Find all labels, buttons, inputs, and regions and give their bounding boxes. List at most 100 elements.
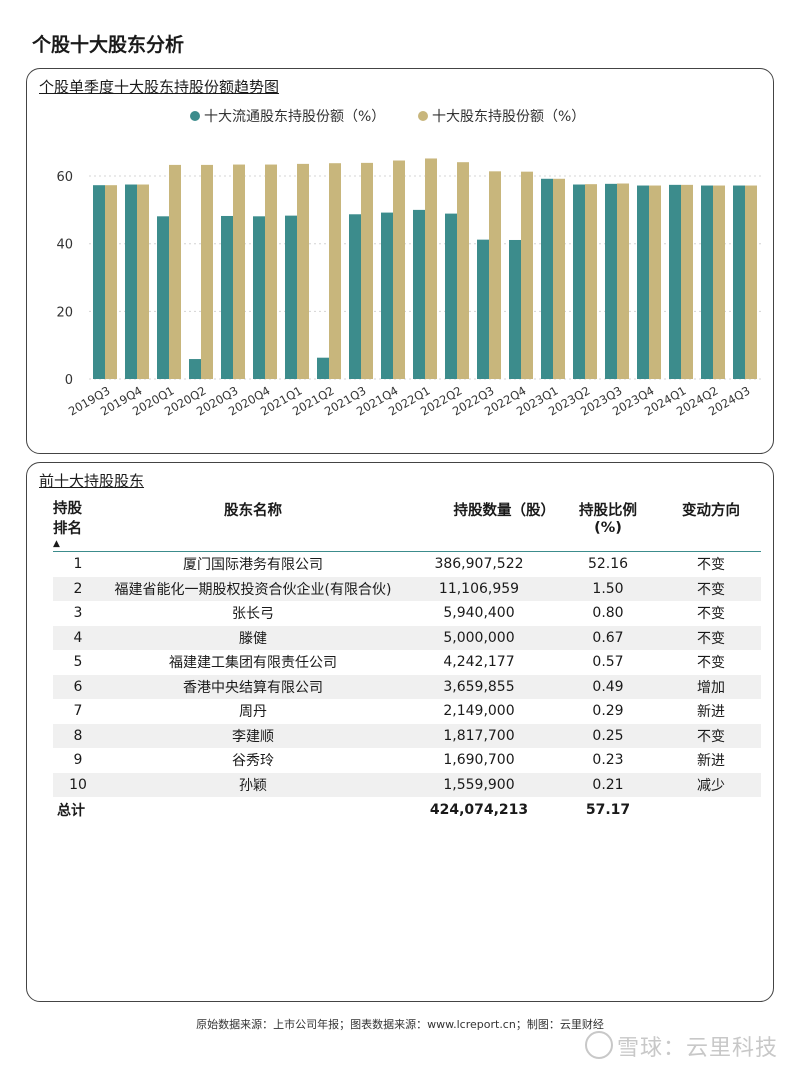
pct-cell: 0.21 [555, 772, 661, 797]
bar-top-holders [233, 164, 245, 379]
table-row[interactable]: 1 厦门国际港务有限公司 386,907,522 52.16 不变 [53, 552, 761, 577]
pct-cell: 0.25 [555, 723, 661, 748]
shares-cell: 5,940,400 [443, 605, 515, 622]
pct-cell: 0.67 [555, 625, 661, 650]
rank-header[interactable]: 持股 排名 ▲ [53, 499, 103, 552]
pct-cell: 0.23 [592, 752, 624, 769]
table-row[interactable]: 4 滕健 5,000,000 0.67 不变 [53, 625, 761, 650]
shares-cell: 2,149,000 [443, 703, 515, 720]
bar-float-holders [221, 215, 233, 379]
total-direction-empty [661, 797, 761, 823]
bar-float-holders [445, 213, 457, 379]
rank-cell: 3 [73, 605, 83, 622]
name-cell: 福建省能化一期股权投资合伙企业(有限合伙) [103, 576, 403, 601]
bar-top-holders [361, 162, 373, 379]
bar-top-holders [297, 163, 309, 379]
bar-float-holders [125, 184, 137, 379]
rank-cell: 7 [73, 703, 83, 720]
table-title: 前十大持股股东 [39, 472, 145, 490]
direction-cell: 增加 [661, 674, 761, 699]
bar-top-holders [681, 184, 693, 379]
pct-cell: 1.50 [555, 576, 661, 601]
bar-top-holders [521, 171, 533, 379]
bar-float-holders [605, 183, 617, 379]
rank-header-line1: 持股 [53, 501, 82, 517]
table-row[interactable]: 5 福建建工集团有限责任公司 4,242,177 0.57 不变 [53, 650, 761, 675]
chart-title: 个股单季度十大股东持股份额趋势图 [39, 78, 280, 96]
rank-cell: 1 [73, 556, 83, 573]
bar-float-holders [157, 216, 169, 379]
y-tick-label: 20 [56, 305, 73, 320]
bar-top-holders [745, 185, 757, 379]
y-tick-label: 60 [56, 170, 73, 185]
table-body: 1 厦门国际港务有限公司 386,907,522 52.16 不变 2 福建省能化一期股权投… [53, 552, 761, 797]
table-row[interactable]: 9 谷秀玲 1,690,700 0.23 新进 [53, 748, 761, 773]
watermark: 雪球：云里科技 [584, 1030, 778, 1062]
bar-top-holders [489, 171, 501, 379]
bar-float-holders [637, 185, 649, 379]
rank-cell: 2 [53, 576, 103, 601]
direction-cell: 不变 [661, 625, 761, 650]
direction-header[interactable]: 变动方向 [682, 503, 740, 519]
page-title: 个股十大股东分析 [32, 34, 185, 56]
direction-cell: 不变 [697, 655, 725, 672]
legend-label: 十大流通股东持股份额（%） [204, 109, 385, 125]
name-cell: 香港中央结算有限公司 [103, 674, 403, 699]
bar-float-holders [477, 239, 489, 379]
table-row[interactable]: 8 李建顺 1,817,700 0.25 不变 [53, 723, 761, 748]
watermark-text: 雪球：云里科技 [616, 1036, 778, 1061]
direction-cell: 不变 [697, 606, 725, 623]
bar-top-holders [713, 185, 725, 379]
legend-label: 十大股东持股份额（%） [432, 109, 585, 125]
shares-cell: 386,907,522 [434, 556, 524, 573]
table-row[interactable]: 2 福建省能化一期股权投资合伙企业(有限合伙) 11,106,959 1.50 不变 [53, 576, 761, 601]
bar-top-holders [329, 163, 341, 379]
bar-top-holders [425, 158, 437, 379]
direction-cell: 减少 [661, 772, 761, 797]
y-tick-label: 40 [56, 238, 73, 253]
bar-top-holders [137, 184, 149, 379]
bar-top-holders [201, 164, 213, 379]
bar-float-holders [573, 184, 585, 379]
legend-marker [190, 111, 200, 121]
legend-marker [418, 111, 428, 121]
rank-cell: 10 [53, 772, 103, 797]
name-header[interactable]: 股东名称 [224, 503, 282, 519]
bar-float-holders [541, 178, 553, 379]
name-cell: 滕健 [103, 625, 403, 650]
shares-cell: 4,242,177 [443, 654, 515, 671]
bar-float-holders [701, 185, 713, 379]
direction-cell: 新进 [697, 704, 725, 721]
table-row[interactable]: 3 张长弓 5,940,400 0.80 不变 [53, 601, 761, 626]
rank-cell: 9 [73, 752, 83, 769]
table-row[interactable]: 6 香港中央结算有限公司 3,659,855 0.49 增加 [53, 674, 761, 699]
name-cell: 周丹 [239, 704, 267, 721]
table-header-row: 持股 排名 ▲ 股东名称 持股数量（股） 持股比例 (%) 变动方向 [53, 499, 761, 552]
total-row: 总计 424,074,213 57.17 [53, 797, 761, 823]
sort-ascending-icon[interactable]: ▲ [53, 539, 60, 549]
name-cell: 李建顺 [103, 723, 403, 748]
bar-float-holders [285, 215, 297, 379]
shares-cell: 1,690,700 [443, 752, 515, 769]
table-row[interactable]: 7 周丹 2,149,000 0.29 新进 [53, 699, 761, 724]
table-row[interactable]: 10 孙颖 1,559,900 0.21 减少 [53, 772, 761, 797]
pct-cell: 0.49 [555, 674, 661, 699]
total-pct: 57.17 [585, 802, 631, 818]
bar-top-holders [393, 160, 405, 379]
direction-cell: 不变 [661, 723, 761, 748]
total-name-empty [103, 797, 403, 823]
bar-float-holders [381, 212, 393, 379]
shares-header[interactable]: 持股数量（股） [453, 503, 556, 519]
pct-header[interactable]: 持股比例 (%) [555, 499, 661, 552]
source-note: 原始数据来源：上市公司年报；图表数据来源：www.lcreport.cn；制图：… [196, 1018, 604, 1031]
name-cell: 张长弓 [232, 606, 274, 623]
rank-cell: 6 [53, 674, 103, 699]
chart-panel: 0 20 40 60 十大流通股东持股份额（%） 十大股东持股份额（%） 2019Q3 201… [26, 68, 774, 454]
bar-float-holders [93, 185, 105, 379]
pct-cell: 52.16 [587, 556, 629, 573]
bar-float-holders [413, 209, 425, 379]
pct-cell: 0.29 [592, 703, 624, 720]
pct-cell: 0.57 [592, 654, 624, 671]
name-cell: 厦门国际港务有限公司 [183, 557, 323, 574]
